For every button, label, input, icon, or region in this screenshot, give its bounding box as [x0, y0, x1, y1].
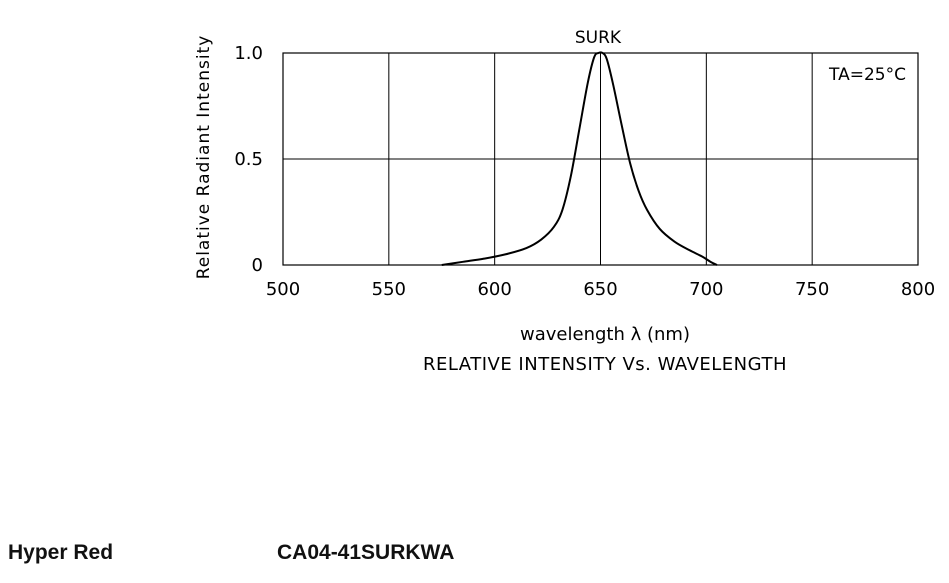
series-line-surk [441, 51, 718, 266]
product-color-name: Hyper Red [8, 541, 114, 564]
x-tick-label: 550 [372, 279, 406, 300]
x-tick-label: 650 [583, 279, 617, 300]
part-number: CA04-41SURKWA [277, 541, 455, 564]
series-label: SURK [575, 28, 622, 48]
x-tick-label: 700 [689, 279, 723, 300]
y-tick-label: 0.5 [234, 149, 263, 170]
x-axis-label: wavelength λ (nm) [520, 324, 690, 345]
spectrum-chart: 500 550 600 650 700 750 800 0 0.5 1.0 SURK TA=25°… [194, 28, 935, 375]
x-tick-label: 750 [795, 279, 829, 300]
y-tick-label: 1.0 [234, 43, 263, 64]
y-tick-label: 0 [252, 255, 263, 276]
x-tick-label: 800 [901, 279, 935, 300]
y-axis-label: Relative Radiant Intensity [194, 35, 214, 280]
chart-caption: RELATIVE INTENSITY Vs. WAVELENGTH [423, 354, 787, 375]
condition-label: TA=25°C [828, 65, 906, 85]
x-tick-label: 500 [266, 279, 300, 300]
x-tick-label: 600 [477, 279, 511, 300]
chart-grid [283, 53, 918, 265]
